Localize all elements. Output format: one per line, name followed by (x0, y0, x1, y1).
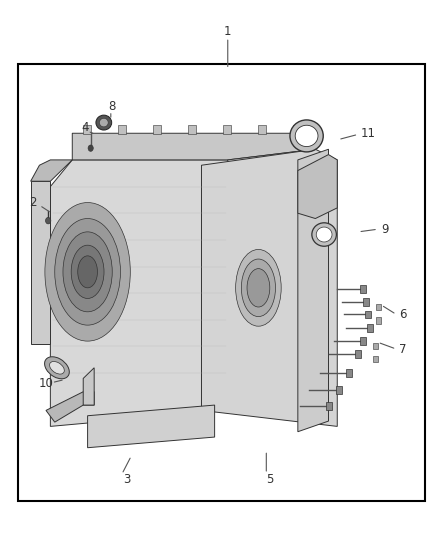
Bar (376, 304, 381, 310)
Polygon shape (31, 181, 50, 344)
FancyBboxPatch shape (346, 369, 352, 377)
Bar (258, 125, 266, 134)
Text: 3: 3 (124, 473, 131, 486)
Ellipse shape (96, 115, 112, 130)
Text: 10: 10 (39, 377, 53, 390)
Ellipse shape (78, 256, 97, 288)
Ellipse shape (290, 120, 323, 152)
FancyBboxPatch shape (365, 311, 371, 318)
Polygon shape (298, 149, 328, 432)
Polygon shape (88, 405, 215, 448)
Bar (223, 125, 231, 134)
FancyBboxPatch shape (360, 337, 366, 345)
Ellipse shape (236, 249, 281, 326)
Bar (188, 125, 196, 134)
Polygon shape (50, 160, 228, 426)
Text: 11: 11 (360, 127, 375, 140)
Text: 6: 6 (399, 308, 407, 321)
Circle shape (46, 217, 51, 224)
Ellipse shape (241, 259, 276, 317)
FancyBboxPatch shape (336, 386, 342, 394)
Ellipse shape (63, 232, 112, 312)
Bar (376, 317, 381, 324)
Text: 7: 7 (399, 343, 407, 356)
Ellipse shape (316, 227, 332, 242)
Polygon shape (201, 149, 337, 426)
FancyBboxPatch shape (363, 298, 369, 306)
Polygon shape (298, 155, 337, 219)
Bar (373, 343, 378, 349)
Ellipse shape (45, 203, 131, 341)
Polygon shape (46, 392, 94, 422)
Bar (83, 125, 91, 134)
Text: 8: 8 (108, 100, 115, 113)
FancyBboxPatch shape (360, 285, 366, 293)
Text: 5: 5 (266, 473, 273, 486)
Bar (18, 64, 425, 501)
Circle shape (88, 145, 93, 151)
Ellipse shape (295, 125, 318, 147)
Bar (293, 125, 301, 134)
Text: 2: 2 (29, 196, 37, 209)
FancyBboxPatch shape (326, 402, 332, 410)
Ellipse shape (45, 357, 69, 379)
Bar (373, 356, 378, 362)
Polygon shape (72, 133, 315, 160)
Bar (153, 125, 161, 134)
Ellipse shape (99, 118, 108, 127)
Polygon shape (228, 149, 315, 410)
FancyBboxPatch shape (367, 324, 373, 332)
Text: 4: 4 (81, 122, 89, 134)
Polygon shape (83, 368, 94, 405)
Ellipse shape (71, 245, 104, 298)
Bar (118, 125, 126, 134)
Text: 1: 1 (224, 26, 232, 38)
FancyBboxPatch shape (355, 350, 361, 358)
Text: 9: 9 (381, 223, 389, 236)
Polygon shape (31, 160, 72, 181)
Ellipse shape (49, 361, 64, 374)
Ellipse shape (247, 269, 270, 307)
Ellipse shape (55, 219, 120, 325)
Ellipse shape (312, 223, 336, 246)
